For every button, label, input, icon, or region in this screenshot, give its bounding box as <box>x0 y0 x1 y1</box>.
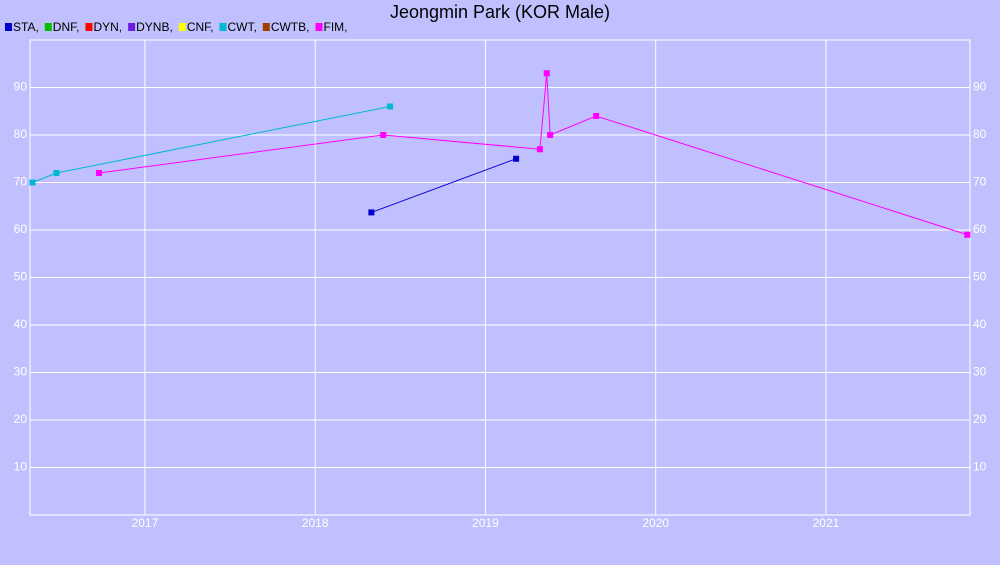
y2-tick-label: 80 <box>973 127 987 141</box>
legend-label: STA, <box>13 20 39 34</box>
point <box>543 70 550 77</box>
x-tick-label: 2020 <box>642 516 669 530</box>
chart-title: Jeongmin Park (KOR Male) <box>390 2 610 22</box>
point <box>547 132 554 138</box>
y2-tick-label: 10 <box>973 460 987 474</box>
point <box>513 155 520 162</box>
point <box>964 231 971 238</box>
legend-swatch <box>5 23 12 31</box>
y-tick-label: 70 <box>14 175 28 189</box>
legend-label: DYNB, <box>136 20 173 34</box>
legend-label: CNF, <box>187 20 214 34</box>
legend-swatch <box>178 23 186 31</box>
legend-label: CWT, <box>227 20 256 34</box>
y2-tick-label: 70 <box>973 175 987 189</box>
y-tick-label: 50 <box>14 270 28 284</box>
y-tick-label: 80 <box>14 127 28 141</box>
legend-swatch <box>128 23 136 31</box>
x-tick-label: 2019 <box>472 516 499 530</box>
y2-tick-label: 40 <box>973 317 987 331</box>
point <box>380 132 387 138</box>
y-tick-label: 90 <box>14 80 28 94</box>
y2-tick-label: 50 <box>973 270 987 284</box>
y-tick-label: 60 <box>14 222 28 236</box>
point <box>387 103 394 110</box>
point <box>29 179 36 186</box>
legend-swatch <box>262 23 270 31</box>
x-tick-label: 2021 <box>813 516 840 530</box>
y-tick-label: 40 <box>14 317 28 331</box>
x-tick-label: 2017 <box>132 516 159 530</box>
legend-label: CWTB, <box>271 20 310 34</box>
y2-tick-label: 90 <box>973 80 987 94</box>
legend-swatch <box>219 23 227 31</box>
legend-swatch <box>315 23 323 31</box>
point <box>53 170 60 176</box>
point <box>593 113 600 119</box>
legend-label: DNF, <box>53 20 80 34</box>
y-tick-label: 30 <box>14 365 28 379</box>
point <box>368 209 375 216</box>
y2-tick-label: 30 <box>973 365 987 379</box>
legend-swatch <box>44 23 52 31</box>
legend-label: FIM, <box>323 20 347 34</box>
point <box>536 146 543 153</box>
y-tick-label: 20 <box>14 412 28 426</box>
legend-label: DYN, <box>93 20 122 34</box>
x-tick-label: 2018 <box>302 516 329 530</box>
series-line <box>371 158 517 213</box>
y-tick-label: 10 <box>14 460 28 474</box>
point <box>95 170 102 176</box>
y2-tick-label: 20 <box>973 412 987 426</box>
legend-swatch <box>85 23 93 31</box>
y2-tick-label: 60 <box>973 222 987 236</box>
